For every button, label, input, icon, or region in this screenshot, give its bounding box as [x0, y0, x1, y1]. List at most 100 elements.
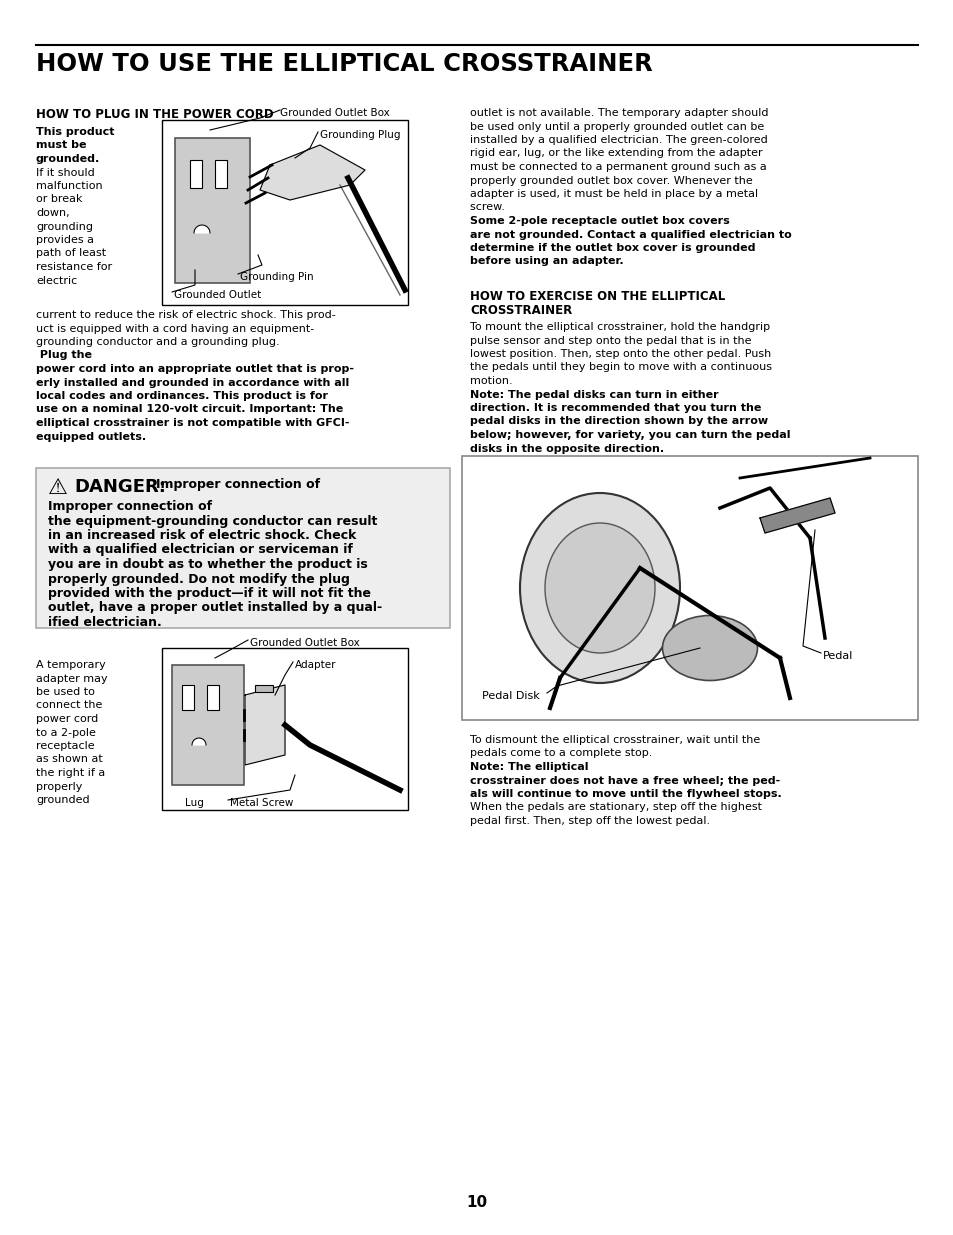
Text: HOW TO USE THE ELLIPTICAL CROSSTRAINER: HOW TO USE THE ELLIPTICAL CROSSTRAINER [36, 52, 652, 77]
Ellipse shape [544, 522, 655, 653]
Text: Grounded Outlet Box: Grounded Outlet Box [250, 638, 359, 648]
Text: uct is equipped with a cord having an equipment-: uct is equipped with a cord having an eq… [36, 324, 314, 333]
Text: Pedal Disk: Pedal Disk [481, 692, 539, 701]
Text: use on a nominal 120-volt circuit. Important: The: use on a nominal 120-volt circuit. Impor… [36, 405, 343, 415]
Text: A temporary: A temporary [36, 659, 106, 671]
Text: must be connected to a permanent ground such as a: must be connected to a permanent ground … [470, 162, 766, 172]
Text: HOW TO EXERCISE ON THE ELLIPTICAL: HOW TO EXERCISE ON THE ELLIPTICAL [470, 290, 724, 303]
Text: erly installed and grounded in accordance with all: erly installed and grounded in accordanc… [36, 378, 349, 388]
Bar [36, 468, 450, 629]
Text: installed by a qualified electrician. The green-colored: installed by a qualified electrician. Th… [470, 135, 767, 144]
Text: Some 2-pole receptacle outlet box covers: Some 2-pole receptacle outlet box covers [470, 216, 729, 226]
Text: receptacle: receptacle [36, 741, 94, 751]
Text: When the pedals are stationary, step off the highest: When the pedals are stationary, step off… [470, 803, 761, 813]
Text: pedal disks in the direction shown by the arrow: pedal disks in the direction shown by th… [470, 416, 767, 426]
Polygon shape [192, 739, 206, 745]
Text: screw.: screw. [470, 203, 508, 212]
Text: Grounded Outlet: Grounded Outlet [173, 290, 261, 300]
Polygon shape [193, 225, 210, 233]
Text: outlet, have a proper outlet installed by a qual-: outlet, have a proper outlet installed b… [48, 601, 382, 615]
Text: To mount the elliptical crosstrainer, hold the handgrip: To mount the elliptical crosstrainer, ho… [470, 322, 769, 332]
Text: provides a: provides a [36, 235, 94, 245]
Text: path of least: path of least [36, 248, 106, 258]
Bar [207, 685, 219, 710]
Text: HOW TO PLUG IN THE POWER CORD: HOW TO PLUG IN THE POWER CORD [36, 107, 274, 121]
Bar [214, 161, 227, 188]
Text: must be: must be [36, 141, 87, 151]
Text: with a qualified electrician or serviceman if: with a qualified electrician or servicem… [48, 543, 353, 557]
Text: malfunction: malfunction [36, 182, 103, 191]
Text: Improper connection of: Improper connection of [156, 478, 320, 492]
Bar [190, 161, 202, 188]
Text: motion.: motion. [470, 375, 516, 387]
Text: provided with the product—if it will not fit the: provided with the product—if it will not… [48, 587, 371, 600]
Bar [254, 685, 273, 692]
Polygon shape [260, 144, 365, 200]
Text: equipped outlets.: equipped outlets. [36, 431, 146, 441]
Ellipse shape [519, 493, 679, 683]
Text: connect the: connect the [36, 700, 102, 710]
Text: adapter may: adapter may [36, 673, 108, 683]
Text: power cord: power cord [36, 714, 98, 724]
Text: the pedals until they begin to move with a continuous: the pedals until they begin to move with… [470, 363, 771, 373]
Text: power cord into an appropriate outlet that is prop-: power cord into an appropriate outlet th… [36, 364, 354, 374]
Text: direction. It is recommended that you turn the: direction. It is recommended that you tu… [470, 403, 760, 412]
Text: down,: down, [36, 207, 70, 219]
Text: properly: properly [36, 782, 82, 792]
Bar [162, 648, 408, 810]
Text: Improper connection of: Improper connection of [48, 500, 212, 513]
Text: DANGER:: DANGER: [74, 478, 166, 496]
Bar [162, 120, 408, 305]
Text: resistance for: resistance for [36, 262, 112, 272]
Text: Grounding Plug: Grounding Plug [319, 130, 400, 140]
Text: are not grounded. Contact a qualified electrician to: are not grounded. Contact a qualified el… [470, 230, 791, 240]
Text: als will continue to move until the flywheel stops.: als will continue to move until the flyw… [470, 789, 781, 799]
Text: Note: The pedal disks can turn in either: Note: The pedal disks can turn in either [470, 389, 718, 399]
Text: ified electrician.: ified electrician. [48, 616, 162, 629]
Text: Grounded Outlet Box: Grounded Outlet Box [280, 107, 390, 119]
Text: electric: electric [36, 275, 77, 285]
Bar [174, 138, 250, 283]
Polygon shape [245, 685, 285, 764]
Text: be used to: be used to [36, 687, 94, 697]
Text: grounded.: grounded. [36, 154, 100, 164]
Text: To dismount the elliptical crosstrainer, wait until the: To dismount the elliptical crosstrainer,… [470, 735, 760, 745]
Text: CROSSTRAINER: CROSSTRAINER [470, 304, 572, 317]
Text: adapter is used, it must be held in place by a metal: adapter is used, it must be held in plac… [470, 189, 758, 199]
Text: 10: 10 [466, 1195, 487, 1210]
Text: or break: or break [36, 194, 82, 205]
Text: you are in doubt as to whether the product is: you are in doubt as to whether the produ… [48, 558, 367, 571]
Text: crosstrainer does not have a free wheel; the ped-: crosstrainer does not have a free wheel;… [470, 776, 780, 785]
Text: to a 2-pole: to a 2-pole [36, 727, 95, 737]
Text: be used only until a properly grounded outlet can be: be used only until a properly grounded o… [470, 121, 763, 131]
Text: below; however, for variety, you can turn the pedal: below; however, for variety, you can tur… [470, 430, 790, 440]
Text: current to reduce the risk of electric shock. This prod-: current to reduce the risk of electric s… [36, 310, 335, 320]
Text: Pedal: Pedal [822, 651, 853, 661]
Text: disks in the opposite direction.: disks in the opposite direction. [470, 443, 663, 453]
Text: the right if a: the right if a [36, 768, 105, 778]
Text: local codes and ordinances. This product is for: local codes and ordinances. This product… [36, 391, 328, 401]
Bar [172, 664, 244, 785]
Text: Adapter: Adapter [294, 659, 336, 671]
Text: Grounding Pin: Grounding Pin [240, 272, 314, 282]
Text: properly grounded outlet box cover. Whenever the: properly grounded outlet box cover. When… [470, 175, 752, 185]
Text: pulse sensor and step onto the pedal that is in the: pulse sensor and step onto the pedal tha… [470, 336, 751, 346]
Text: determine if the outlet box cover is grounded: determine if the outlet box cover is gro… [470, 243, 755, 253]
Text: properly grounded. Do not modify the plug: properly grounded. Do not modify the plu… [48, 573, 350, 585]
Text: Plug the: Plug the [36, 351, 91, 361]
Text: as shown at: as shown at [36, 755, 103, 764]
Text: pedal first. Then, step off the lowest pedal.: pedal first. Then, step off the lowest p… [470, 816, 709, 826]
Text: ⚠: ⚠ [48, 478, 68, 498]
Text: elliptical crosstrainer is not compatible with GFCI-: elliptical crosstrainer is not compatibl… [36, 417, 349, 429]
Text: lowest position. Then, step onto the other pedal. Push: lowest position. Then, step onto the oth… [470, 350, 770, 359]
Ellipse shape [661, 615, 757, 680]
Text: grounded: grounded [36, 795, 90, 805]
Text: If it should: If it should [36, 168, 94, 178]
Polygon shape [760, 498, 834, 534]
Bar [461, 456, 917, 720]
Text: rigid ear, lug, or the like extending from the adapter: rigid ear, lug, or the like extending fr… [470, 148, 761, 158]
Text: the equipment-grounding conductor can result: the equipment-grounding conductor can re… [48, 515, 377, 527]
Text: outlet is not available. The temporary adapter should: outlet is not available. The temporary a… [470, 107, 768, 119]
Text: Lug: Lug [185, 798, 204, 808]
Bar [182, 685, 193, 710]
